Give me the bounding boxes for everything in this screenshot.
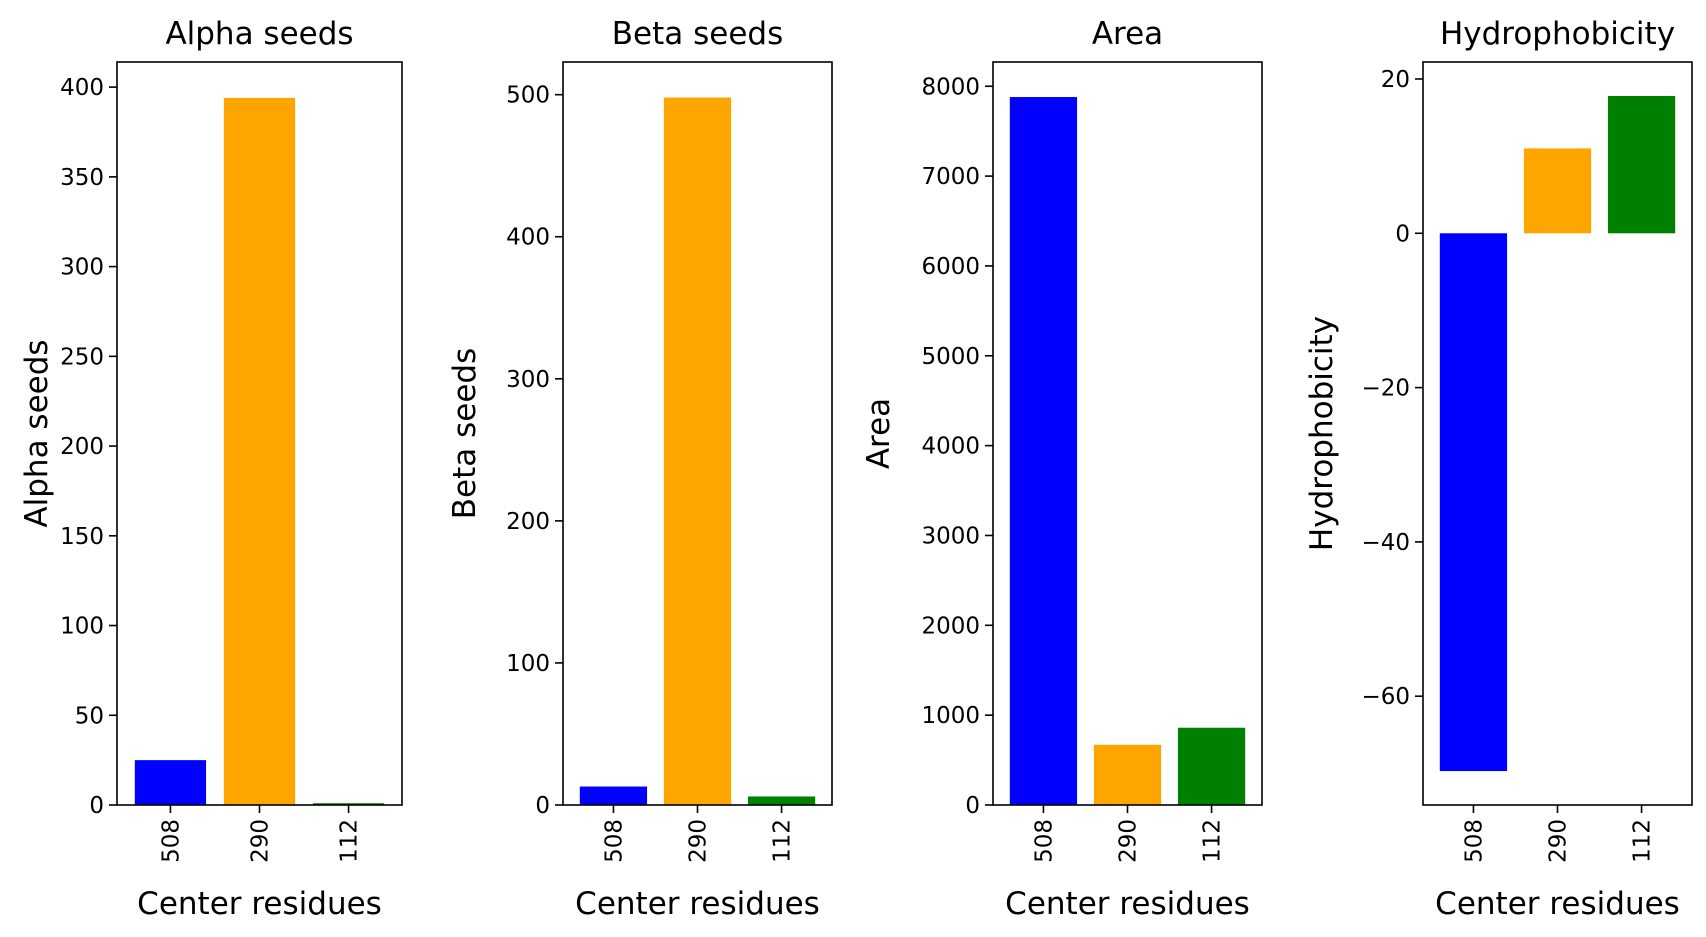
x-axis-label: Center residues (137, 886, 382, 922)
y-tick-label: 0 (965, 793, 980, 819)
y-tick-label: 8000 (921, 74, 980, 100)
y-tick-label: 400 (60, 75, 104, 101)
x-tick-label: 508 (1461, 819, 1487, 863)
y-tick-label: 100 (506, 651, 550, 677)
y-axis-label: Beta seeds (447, 348, 483, 519)
y-tick-label: 2000 (921, 613, 980, 639)
x-axis-label: Center residues (1435, 886, 1680, 922)
y-tick-label: −40 (1361, 530, 1410, 556)
y-tick-label: 200 (506, 509, 550, 535)
y-tick-label: 350 (60, 165, 104, 191)
x-tick-label: 290 (248, 819, 274, 863)
y-tick-label: 6000 (921, 254, 980, 280)
x-tick-label: 290 (1116, 819, 1142, 863)
x-tick-label: 112 (337, 819, 363, 863)
x-tick-label: 112 (1630, 819, 1656, 863)
y-tick-label: 100 (60, 614, 104, 640)
bar-112 (312, 803, 385, 805)
y-tick-label: 0 (535, 793, 550, 819)
x-tick-label: 112 (1200, 819, 1226, 863)
bar-290 (1093, 744, 1162, 805)
bar-112 (1177, 727, 1246, 805)
chart-title: Beta seeds (612, 16, 783, 52)
y-tick-label: 4000 (921, 434, 980, 460)
y-axis-label: Hydrophobicity (1304, 316, 1340, 551)
x-tick-label: 508 (158, 819, 184, 863)
x-tick-label: 508 (601, 819, 627, 863)
bar-508 (134, 760, 207, 805)
bar-508 (1009, 97, 1078, 805)
chart-title: Alpha seeds (165, 16, 353, 52)
x-axis-label: Center residues (1005, 886, 1250, 922)
y-tick-label: 500 (506, 83, 550, 109)
y-tick-label: −20 (1361, 376, 1410, 402)
y-tick-label: 1000 (921, 703, 980, 729)
y-tick-label: 400 (506, 225, 550, 251)
y-tick-label: 300 (506, 367, 550, 393)
y-tick-label: 0 (1395, 221, 1410, 247)
bar-112 (747, 796, 816, 805)
y-tick-label: 0 (89, 793, 104, 819)
bar-290 (1523, 148, 1592, 234)
bar-290 (663, 97, 732, 806)
x-tick-label: 290 (1546, 819, 1572, 863)
y-tick-label: 50 (75, 703, 104, 729)
bar-112 (1607, 95, 1676, 234)
y-tick-label: 3000 (921, 523, 980, 549)
chart-title: Area (1092, 16, 1163, 52)
x-axis-label: Center residues (575, 886, 820, 922)
y-tick-label: 5000 (921, 344, 980, 370)
bar-290 (223, 97, 296, 805)
chart-title: Hydrophobicity (1440, 16, 1675, 52)
bar-508 (1439, 233, 1508, 772)
y-tick-label: 200 (60, 434, 104, 460)
y-tick-label: 7000 (921, 164, 980, 190)
y-axis-label: Area (861, 398, 897, 469)
y-tick-label: 300 (60, 255, 104, 281)
x-tick-label: 508 (1031, 819, 1057, 863)
y-tick-label: 20 (1381, 67, 1410, 93)
y-tick-label: −60 (1361, 684, 1410, 710)
x-tick-label: 290 (686, 819, 712, 863)
bar-508 (579, 786, 648, 805)
x-tick-label: 112 (770, 819, 796, 863)
y-tick-label: 250 (60, 344, 104, 370)
y-tick-label: 150 (60, 524, 104, 550)
y-axis-label: Alpha seeds (19, 339, 55, 527)
